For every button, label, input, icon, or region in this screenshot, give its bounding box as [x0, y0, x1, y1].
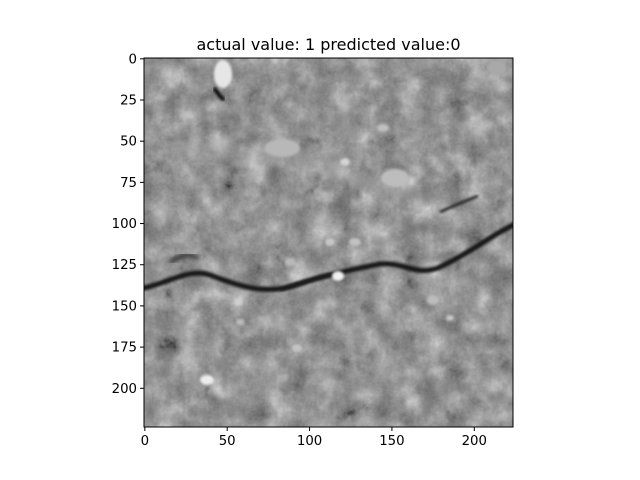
y-tick-label: 150	[112, 299, 137, 314]
x-tick-label: 0	[141, 434, 149, 449]
x-tick-label: 150	[379, 434, 404, 449]
crack-branch	[279, 272, 336, 292]
light-band	[150, 140, 430, 205]
y-tick-label: 100	[112, 217, 137, 232]
crack-segment-upper	[439, 194, 479, 214]
x-axis: 0 50 100 150 200	[141, 427, 487, 449]
axes-frame	[143, 57, 514, 428]
dark-patch	[168, 253, 200, 264]
bright-spots	[200, 60, 507, 385]
x-tick-label: 200	[462, 434, 487, 449]
y-tick-label: 0	[129, 52, 137, 67]
dark-spot-top	[212, 86, 226, 102]
y-tick-label: 25	[120, 94, 137, 109]
x-tick-label: 100	[297, 434, 322, 449]
chart-title: actual value: 1 predicted value:0	[196, 35, 460, 54]
y-tick-label: 200	[112, 382, 137, 397]
y-tick-label: 175	[112, 341, 137, 356]
y-tick-label: 125	[112, 258, 137, 273]
heatmap-image	[144, 58, 513, 427]
y-axis: 0 25 50 75 100 125 150 175 200	[112, 52, 144, 397]
x-tick-label: 50	[219, 434, 236, 449]
y-tick-label: 50	[120, 135, 137, 150]
y-tick-label: 75	[120, 176, 137, 191]
